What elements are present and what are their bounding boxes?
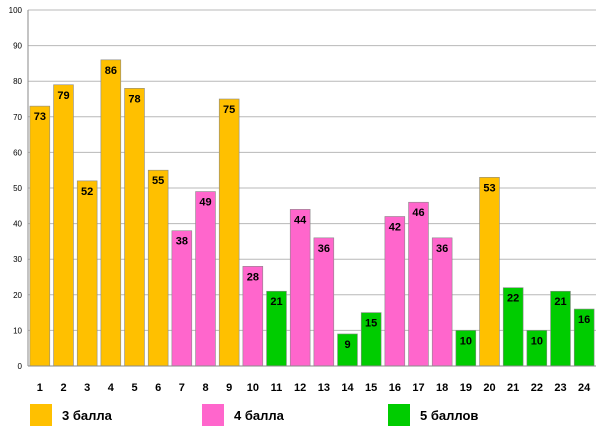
data-label-5: 78 <box>128 93 140 105</box>
data-label-23: 21 <box>554 296 566 308</box>
data-label-7: 38 <box>176 236 188 248</box>
y-tick-label: 60 <box>13 148 22 157</box>
legend-swatch-3 <box>30 404 52 426</box>
data-label-20: 53 <box>483 182 495 194</box>
x-tick-11: 11 <box>271 382 283 394</box>
legend-swatch-4 <box>202 404 224 426</box>
x-tick-3: 3 <box>84 382 90 394</box>
data-label-1: 73 <box>34 111 46 123</box>
x-tick-22: 22 <box>531 382 543 394</box>
y-tick-label: 30 <box>13 255 22 264</box>
data-label-24: 16 <box>578 314 590 326</box>
y-tick-label: 80 <box>13 77 22 86</box>
y-tick-label: 50 <box>13 184 22 193</box>
x-tick-24: 24 <box>578 382 591 394</box>
x-tick-16: 16 <box>389 382 401 394</box>
x-tick-17: 17 <box>412 382 424 394</box>
bar-13 <box>313 237 335 367</box>
bar-16 <box>384 216 406 367</box>
y-tick-label: 10 <box>13 326 22 335</box>
legend-item-5: 5 баллов <box>388 404 478 426</box>
bar-2 <box>53 84 74 367</box>
data-label-8: 49 <box>199 197 211 209</box>
y-tick-label: 70 <box>13 113 22 122</box>
x-tick-8: 8 <box>202 382 208 394</box>
data-label-15: 15 <box>365 318 377 330</box>
x-tick-7: 7 <box>179 382 185 394</box>
y-tick-label: 0 <box>18 362 23 371</box>
data-labels: 73 79 52 86 78 55 38 49 75 28 21 44 36 9 15 42 46 36 10 53 2… <box>34 65 591 351</box>
data-label-16: 42 <box>389 221 401 233</box>
y-axis-ticks: 0 10 20 30 40 50 60 70 80 90 100 <box>9 6 23 371</box>
data-label-10: 28 <box>247 271 259 283</box>
legend-label-5: 5 баллов <box>420 407 479 423</box>
x-tick-14: 14 <box>341 382 354 394</box>
data-label-14: 9 <box>344 339 350 351</box>
bar-12 <box>289 209 311 367</box>
legend-swatch-5 <box>388 404 410 426</box>
bar-1 <box>29 105 51 367</box>
y-tick-label: 20 <box>13 291 22 300</box>
x-tick-21: 21 <box>507 382 519 394</box>
data-label-3: 52 <box>81 186 93 198</box>
x-tick-6: 6 <box>155 382 161 394</box>
bar-8 <box>195 191 216 367</box>
data-label-13: 36 <box>318 243 330 255</box>
y-tick-label: 90 <box>13 42 22 51</box>
data-label-2: 79 <box>57 90 69 102</box>
x-tick-19: 19 <box>460 382 472 394</box>
bar-9 <box>218 98 240 367</box>
legend-label-3: 3 балла <box>62 407 112 423</box>
bar-17 <box>408 201 429 367</box>
y-tick-label: 100 <box>9 6 23 15</box>
x-tick-5: 5 <box>131 382 137 394</box>
data-label-17: 46 <box>412 207 424 219</box>
x-axis-ticks: 1 2 3 4 5 6 7 8 9 10 11 12 13 14 15 16 17 18 19 20 21 22 23 24 <box>37 382 591 394</box>
data-label-6: 55 <box>152 175 164 187</box>
bar-4 <box>100 59 122 367</box>
bar-18 <box>431 237 453 367</box>
data-label-21: 22 <box>507 293 519 305</box>
x-tick-10: 10 <box>247 382 259 394</box>
grid-lines <box>28 9 596 367</box>
x-tick-13: 13 <box>318 382 330 394</box>
bar-5 <box>124 88 145 367</box>
x-tick-9: 9 <box>226 382 232 394</box>
data-label-18: 36 <box>436 243 448 255</box>
bar-3 <box>76 180 98 367</box>
legend-item-3: 3 балла <box>30 404 112 426</box>
x-tick-12: 12 <box>294 382 306 394</box>
data-label-9: 75 <box>223 104 235 116</box>
data-label-19: 10 <box>460 335 472 347</box>
x-tick-1: 1 <box>37 382 43 394</box>
x-tick-2: 2 <box>60 382 66 394</box>
legend-label-4: 4 балла <box>234 407 284 423</box>
bar-20 <box>479 177 500 367</box>
x-tick-18: 18 <box>436 382 448 394</box>
x-tick-20: 20 <box>483 382 495 394</box>
x-tick-23: 23 <box>554 382 566 394</box>
legend-item-4: 4 балла <box>202 404 284 426</box>
x-tick-4: 4 <box>108 382 115 394</box>
bars <box>29 59 595 367</box>
y-tick-label: 40 <box>13 220 22 229</box>
bar-7 <box>171 230 193 367</box>
x-tick-15: 15 <box>365 382 377 394</box>
data-label-4: 86 <box>105 65 117 77</box>
data-label-11: 21 <box>270 296 282 308</box>
bar-6 <box>147 169 169 367</box>
data-label-22: 10 <box>531 335 543 347</box>
data-label-12: 44 <box>294 214 307 226</box>
